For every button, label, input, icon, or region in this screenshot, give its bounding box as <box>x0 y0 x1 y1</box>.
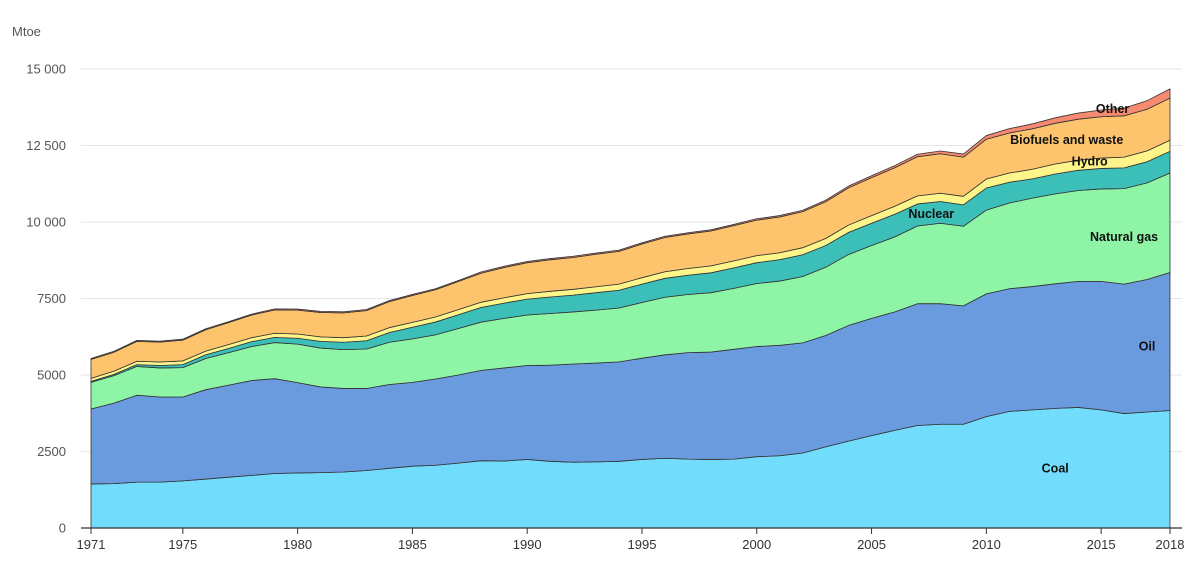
series-label-biofuels-and-waste: Biofuels and waste <box>1010 133 1123 147</box>
x-tick-label: 1980 <box>283 537 312 552</box>
y-tick-label: 5000 <box>37 368 66 383</box>
series-label-oil: Oil <box>1139 339 1156 353</box>
y-tick-label: 0 <box>59 521 66 536</box>
x-tick-label: 2010 <box>972 537 1001 552</box>
x-tick-label: 2000 <box>742 537 771 552</box>
y-tick-label: 12 500 <box>26 138 66 153</box>
x-tick-label: 2005 <box>857 537 886 552</box>
x-tick-label: 1985 <box>398 537 427 552</box>
x-tick-label: 1971 <box>77 537 106 552</box>
series-label-natural-gas: Natural gas <box>1090 230 1158 244</box>
series-label-hydro: Hydro <box>1072 155 1108 169</box>
x-tick-label: 2018 <box>1156 537 1185 552</box>
area-other <box>90 88 1171 360</box>
y-axis-unit-label: Mtoe <box>12 24 41 39</box>
series-areas <box>90 88 1171 529</box>
x-tick-label: 1995 <box>628 537 657 552</box>
x-tick-label: 2015 <box>1087 537 1116 552</box>
axes: 0 2500 5000 7500 10 000 12 500 15 000 1971 1975 1… <box>26 62 1184 553</box>
x-tick-label: 1990 <box>513 537 542 552</box>
x-tick-label: 1975 <box>168 537 197 552</box>
y-tick-label: 15 000 <box>26 62 66 77</box>
y-tick-label: 7500 <box>37 291 66 306</box>
series-label-nuclear: Nuclear <box>908 207 954 221</box>
series-label-coal: Coal <box>1042 462 1069 476</box>
y-tick-label: 2500 <box>37 444 66 459</box>
series-label-other: Other <box>1096 102 1129 116</box>
series-labels: Coal Oil Natural gas Nuclear Hydro Biofuels a… <box>908 102 1158 475</box>
y-tick-label: 10 000 <box>26 215 66 230</box>
